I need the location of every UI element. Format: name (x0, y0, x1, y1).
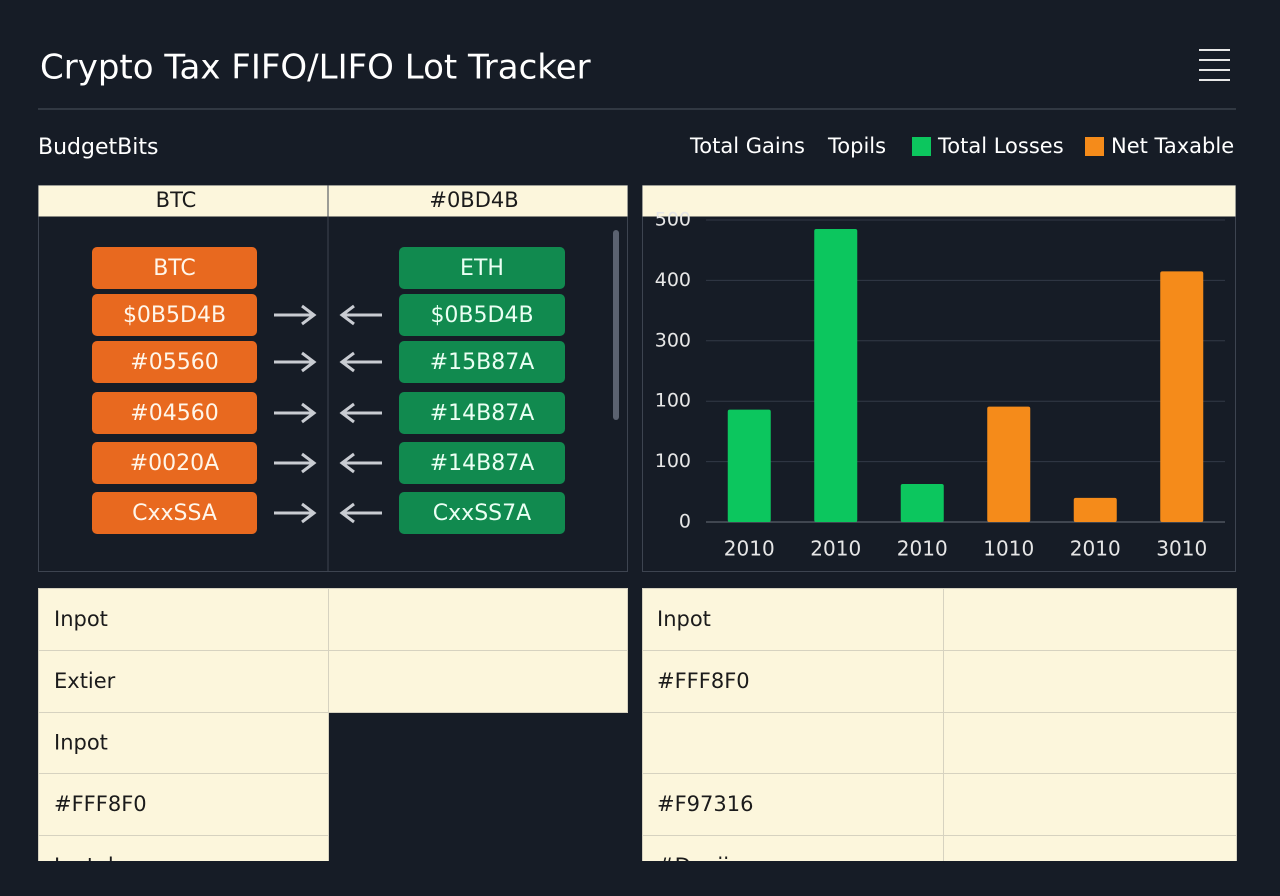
lot-chip-label: $0B5D4B (430, 303, 533, 328)
scrollbar[interactable] (613, 230, 619, 420)
table-cell (38, 712, 329, 774)
table-cell-label: #FFF8F0 (657, 669, 750, 693)
table-cell (642, 588, 944, 651)
table-cell (943, 588, 1237, 651)
lot-chip-label: CxxSS7A (433, 501, 531, 526)
table-cell-label: #F97316 (657, 792, 753, 816)
menu-button[interactable] (1199, 49, 1230, 81)
table-cell (642, 773, 944, 836)
lot-chip (399, 392, 565, 434)
table-cell (328, 650, 628, 713)
legend-label: Topils (827, 134, 886, 158)
lot-chip (399, 294, 565, 336)
y-tick-label: 0 (679, 511, 691, 533)
table-cell (943, 773, 1237, 836)
x-tick-label: 2010 (724, 537, 775, 561)
legend-label: Net Taxable (1111, 134, 1234, 158)
lot-chip-label: #14B87A (430, 401, 535, 426)
table-cell-label: Inpot (54, 731, 108, 755)
y-tick-label: 100 (655, 390, 691, 412)
lot-chip-label: #0020A (130, 451, 219, 476)
x-tick-label: 3010 (1156, 537, 1207, 561)
lot-chip (92, 442, 257, 484)
lot-chip (399, 492, 565, 534)
lot-chip (92, 492, 257, 534)
lot-chip-label: #14B87A (430, 451, 535, 476)
legend-swatch (912, 137, 931, 156)
bar (900, 483, 944, 522)
table-cell (642, 650, 944, 713)
lot-chip (92, 392, 257, 434)
arrow-left (339, 304, 382, 326)
lot-chip-label: $0B5D4B (123, 303, 226, 328)
legend-label: Total Gains (689, 134, 805, 158)
y-tick-label: 100 (655, 450, 691, 472)
x-tick-label: 2010 (810, 537, 861, 561)
table-cell-label: Inptol (54, 854, 114, 878)
legend-label: Total Losses (937, 134, 1064, 158)
table-cell (38, 588, 329, 651)
table-cell (943, 712, 1237, 774)
lot-chip (399, 341, 565, 383)
table-cell-label: Extier (54, 669, 116, 693)
arrow-right (274, 304, 317, 326)
chart-header (642, 185, 1236, 217)
lots-header-label: BTC (156, 188, 197, 212)
arrow-left (339, 351, 382, 373)
lot-chip (92, 341, 257, 383)
table-cell-label: #Dpujis (657, 854, 740, 878)
lots-header (38, 185, 628, 217)
arrow-left (339, 502, 382, 524)
y-tick-label: 300 (655, 329, 691, 351)
arrow-right (274, 351, 317, 373)
lot-chip-label: BTC (153, 256, 196, 281)
lot-chip (92, 294, 257, 336)
bar (1073, 497, 1117, 522)
lot-chip (399, 442, 565, 484)
table-cell (38, 835, 329, 861)
table-cell (943, 835, 1237, 861)
bar (1160, 271, 1204, 522)
lot-chip (399, 247, 565, 289)
arrow-right (274, 402, 317, 424)
x-tick-label: 2010 (897, 537, 948, 561)
lot-chip-label: ETH (460, 256, 504, 281)
lot-chip-label: #05560 (130, 350, 218, 375)
lot-chip (92, 247, 257, 289)
table-cell-label: Inpot (54, 607, 108, 631)
lot-chip-label: #04560 (130, 401, 218, 426)
bar (814, 229, 858, 522)
arrow-left (339, 452, 382, 474)
x-tick-label: 2010 (1070, 537, 1121, 561)
lot-chip-label: CxxSSA (132, 501, 217, 526)
page-title: Crypto Tax FIFO/LIFO Lot Tracker (40, 48, 591, 88)
bar (727, 409, 771, 522)
table-cell (642, 835, 944, 861)
brand: BudgetBits (38, 135, 158, 160)
table-cell (943, 650, 1237, 713)
table-cell-label: Inpot (657, 607, 711, 631)
table-cell (38, 773, 329, 836)
lots-header-label: #0BD4B (429, 188, 518, 212)
legend-swatch (1085, 137, 1104, 156)
table-cell-label: #FFF8F0 (54, 792, 147, 816)
y-tick-label: 500 (655, 209, 691, 231)
bar (987, 406, 1031, 522)
y-tick-label: 400 (655, 269, 691, 291)
table-cell (328, 588, 628, 651)
table-cell (38, 650, 329, 713)
lot-chip-label: #15B87A (430, 350, 535, 375)
arrow-right (274, 502, 317, 524)
table-cell (642, 712, 944, 774)
arrow-right (274, 452, 317, 474)
x-tick-label: 1010 (983, 537, 1034, 561)
arrow-left (339, 402, 382, 424)
